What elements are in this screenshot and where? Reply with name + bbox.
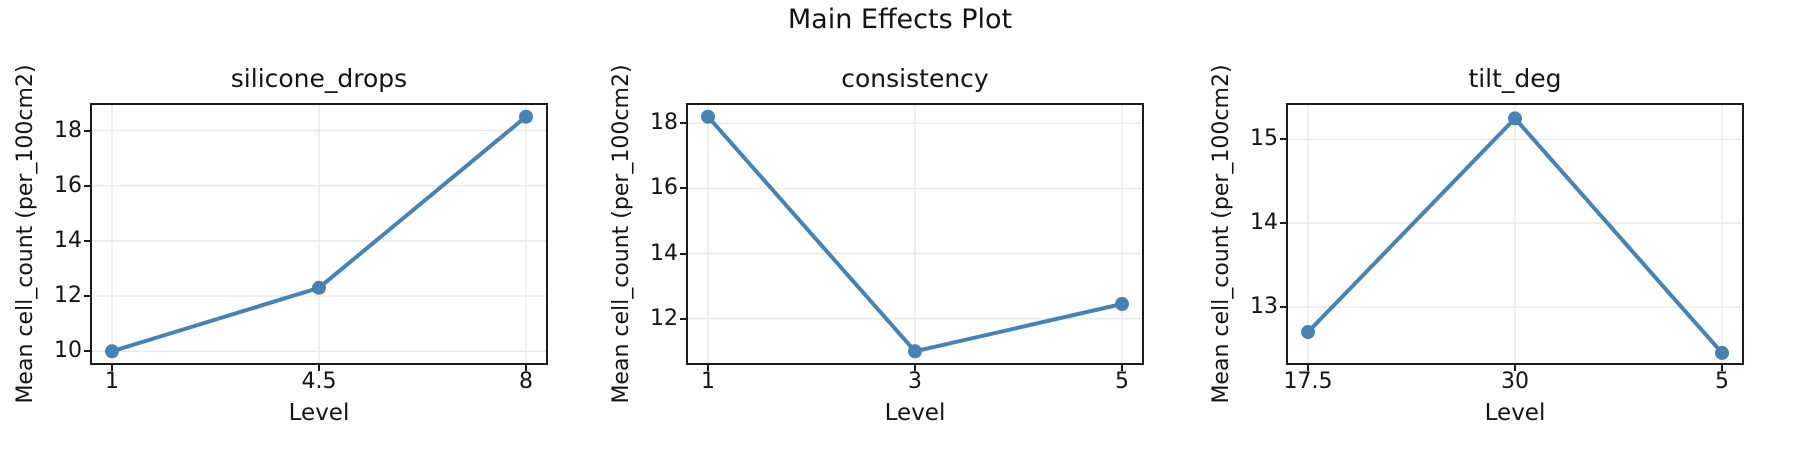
y-tick-label: 14: [1250, 210, 1278, 236]
y-tick-mark: [84, 350, 90, 353]
subplot-title: tilt_deg: [1468, 64, 1562, 93]
plot-area: [90, 103, 548, 365]
x-tick-label: 5: [1115, 369, 1129, 394]
y-tick-mark: [84, 295, 90, 298]
y-tick-mark: [1280, 222, 1286, 225]
x-tick-mark: [707, 365, 709, 371]
subplot-title: silicone_drops: [230, 64, 408, 93]
y-tick-mark: [680, 252, 686, 255]
chart-canvas: [688, 105, 1142, 363]
y-tick-label: 10: [54, 338, 82, 364]
subplot-title: consistency: [841, 64, 989, 93]
plot-area: [1286, 103, 1744, 365]
y-tick-mark: [1280, 138, 1286, 141]
chart-canvas: [1288, 105, 1742, 363]
y-tick-label: 14: [54, 227, 82, 253]
x-axis-label: Level: [1484, 400, 1546, 426]
x-tick-label: 1: [701, 369, 715, 394]
x-tick-mark: [1721, 365, 1723, 371]
y-tick-label: 12: [54, 283, 82, 309]
y-tick-mark: [84, 184, 90, 187]
plot-area: [686, 103, 1144, 365]
y-tick-label: 16: [650, 175, 678, 201]
x-axis-label: Level: [288, 400, 350, 426]
y-tick-label: 14: [650, 240, 678, 266]
y-tick-mark: [84, 239, 90, 242]
x-tick-label: 8: [519, 369, 533, 394]
y-tick-label: 16: [54, 172, 82, 198]
y-tick-label: 15: [1250, 126, 1278, 152]
x-tick-mark: [1514, 365, 1516, 371]
subplot-silicone-drops: silicone_drops Mean cell_count (per_100c…: [0, 0, 604, 450]
x-tick-label: 5: [1715, 369, 1729, 394]
x-tick-mark: [111, 365, 113, 371]
subplot-consistency: consistency Mean cell_count (per_100cm2)…: [596, 0, 1200, 450]
y-tick-label: 18: [650, 110, 678, 136]
x-tick-label: 17.5: [1283, 369, 1333, 394]
x-tick-mark: [914, 365, 916, 371]
y-tick-label: 12: [650, 305, 678, 331]
chart-canvas: [92, 105, 546, 363]
x-axis-label: Level: [884, 400, 946, 426]
x-tick-label: 30: [1501, 369, 1529, 394]
y-tick-mark: [84, 129, 90, 132]
x-tick-label: 3: [908, 369, 922, 394]
x-tick-mark: [1121, 365, 1123, 371]
figure-title: Main Effects Plot: [787, 4, 1013, 35]
y-axis-label: Mean cell_count (per_100cm2): [609, 64, 634, 404]
y-tick-mark: [680, 317, 686, 320]
y-tick-mark: [680, 187, 686, 190]
x-tick-label: 1: [105, 369, 119, 394]
y-tick-mark: [1280, 305, 1286, 308]
x-tick-mark: [1307, 365, 1309, 371]
y-tick-mark: [680, 122, 686, 125]
x-tick-mark: [318, 365, 320, 371]
subplot-tilt-deg: tilt_deg Mean cell_count (per_100cm2) Le…: [1196, 0, 1800, 450]
y-tick-label: 18: [54, 117, 82, 143]
x-tick-label: 4.5: [301, 369, 337, 394]
y-tick-label: 13: [1250, 293, 1278, 319]
x-tick-mark: [525, 365, 527, 371]
